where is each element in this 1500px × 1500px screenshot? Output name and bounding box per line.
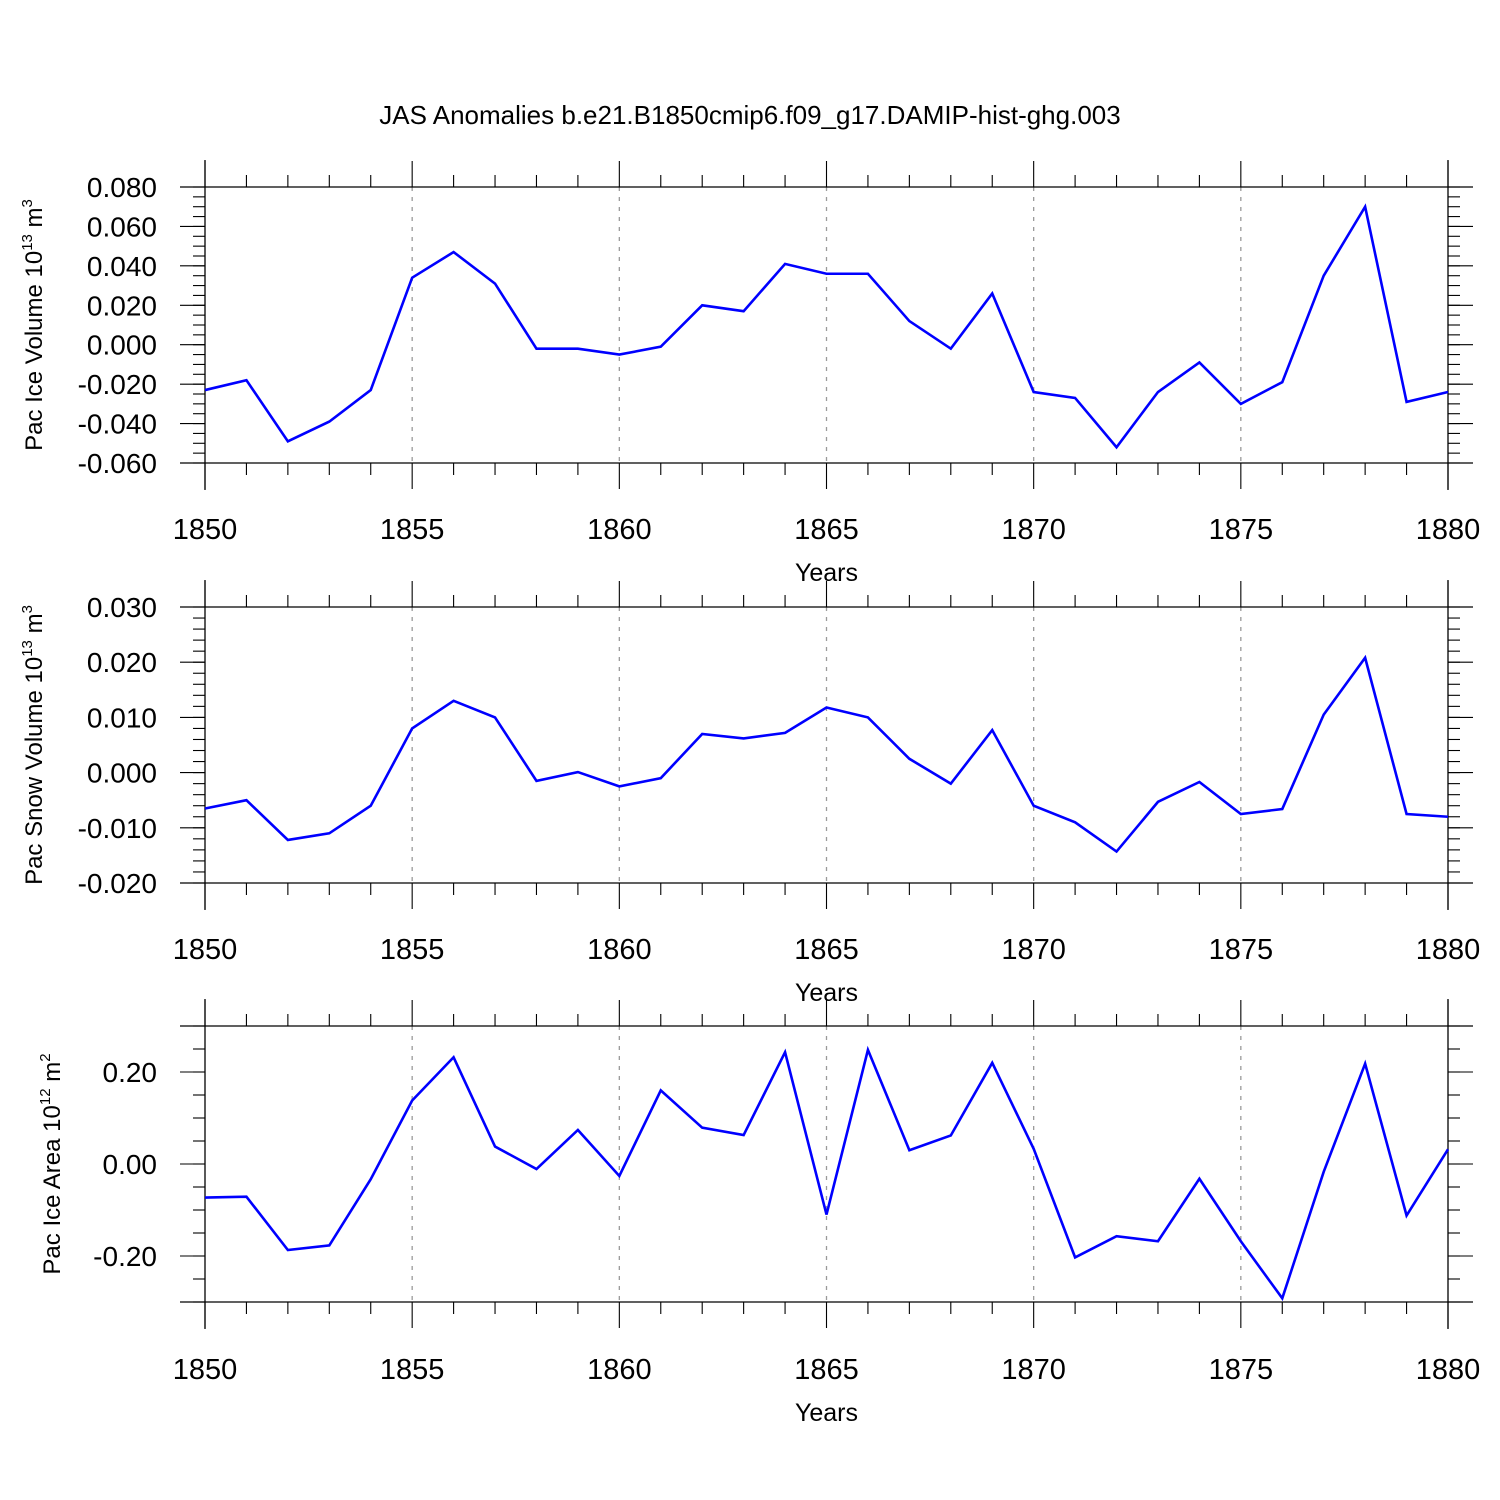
x-tick-label: 1875 xyxy=(1209,934,1274,966)
x-tick-label: 1875 xyxy=(1209,1354,1274,1386)
x-tick-label: 1855 xyxy=(380,934,445,966)
y-tick-label: 0.020 xyxy=(87,647,157,678)
y-axis-label-text: Pac Ice Area 10 xyxy=(39,1105,66,1274)
y-tick-label: 0.020 xyxy=(87,290,157,321)
chart-title: JAS Anomalies b.e21.B1850cmip6.f09_g17.D… xyxy=(379,100,1120,130)
x-tick-label: 1880 xyxy=(1416,514,1481,546)
x-tick-label: 1870 xyxy=(1001,514,1066,546)
y-axis-label-text: Pac Snow Volume 10 xyxy=(21,657,48,885)
y-axis-label-unit: m xyxy=(39,1062,66,1089)
x-tick-label: 1880 xyxy=(1416,934,1481,966)
y-axis-label-unit: m xyxy=(21,207,48,234)
y-axis-label-text: Pac Ice Volume 10 xyxy=(21,251,48,451)
y-axis-label-exponent: 12 xyxy=(37,1088,54,1105)
y-tick-label: -0.010 xyxy=(78,813,157,844)
panel-1: -0.060 -0.040 -0.020 0.000 0.020 0.040 0.060 0.… xyxy=(19,160,1480,587)
y-axis-label: Pac Ice Volume 1013 m3 xyxy=(19,199,48,451)
x-tick-label: 1860 xyxy=(587,1354,652,1386)
y-tick-label: -0.040 xyxy=(78,409,157,440)
y-axis-label-unit: m xyxy=(21,613,48,640)
x-tick-label: 1850 xyxy=(173,514,238,546)
x-tick-label: 1870 xyxy=(1001,1354,1066,1386)
x-tick-label: 1855 xyxy=(380,514,445,546)
y-tick-label: 0.000 xyxy=(87,758,157,789)
series-line xyxy=(204,654,1449,854)
series-line xyxy=(204,203,1449,450)
y-axis-label: Pac Ice Area 1012 m2 xyxy=(37,1053,66,1274)
x-tick-label: 1870 xyxy=(1001,934,1066,966)
y-axis-label-exponent: 13 xyxy=(19,234,36,251)
y-axis-label-unit-exponent: 3 xyxy=(19,605,36,613)
x-axis-label: Years xyxy=(795,1399,858,1427)
y-tick-label: 0.060 xyxy=(87,211,157,242)
panels: -0.060 -0.040 -0.020 0.000 0.020 0.040 0.060 0.… xyxy=(19,160,1480,1427)
y-axis-label-unit-exponent: 2 xyxy=(37,1053,54,1061)
y-tick-label: -0.20 xyxy=(93,1241,157,1272)
y-tick-label: -0.020 xyxy=(78,369,157,400)
y-tick-label: 0.080 xyxy=(87,172,157,203)
y-tick-label: 0.010 xyxy=(87,702,157,733)
x-tick-label: 1860 xyxy=(587,934,652,966)
panel-2: -0.020 -0.010 0.000 0.010 0.020 0.030 1850 1855… xyxy=(19,580,1480,1007)
x-tick-label: 1865 xyxy=(794,934,859,966)
y-axis-label-unit-exponent: 3 xyxy=(19,199,36,207)
y-tick-label: 0.030 xyxy=(87,592,157,623)
y-axis-label-exponent: 13 xyxy=(19,640,36,657)
y-tick-label: -0.060 xyxy=(78,448,157,479)
x-tick-label: 1855 xyxy=(380,1354,445,1386)
x-tick-label: 1865 xyxy=(794,514,859,546)
x-tick-label: 1875 xyxy=(1209,514,1274,546)
y-tick-label: 0.00 xyxy=(103,1149,158,1180)
panel-3: -0.20 0.00 0.20 1850 1855 1860 1865 1870 1875 188… xyxy=(37,999,1480,1427)
y-tick-label: 0.040 xyxy=(87,251,157,282)
x-tick-label: 1865 xyxy=(794,1354,859,1386)
x-tick-label: 1850 xyxy=(173,1354,238,1386)
y-axis-label: Pac Snow Volume 1013 m3 xyxy=(19,605,48,885)
x-tick-label: 1860 xyxy=(587,514,652,546)
x-tick-label: 1850 xyxy=(173,934,238,966)
y-tick-label: 0.000 xyxy=(87,330,157,361)
y-tick-label: 0.20 xyxy=(103,1057,158,1088)
y-tick-label: -0.020 xyxy=(78,868,157,899)
x-tick-label: 1880 xyxy=(1416,1354,1481,1386)
